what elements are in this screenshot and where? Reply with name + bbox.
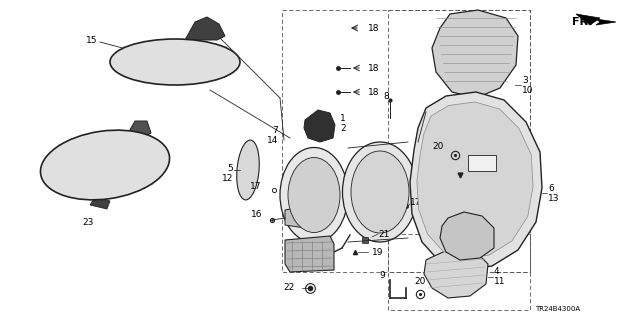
Polygon shape xyxy=(90,197,110,209)
Ellipse shape xyxy=(351,151,409,233)
Ellipse shape xyxy=(288,157,340,233)
Polygon shape xyxy=(424,248,488,298)
Text: 8: 8 xyxy=(383,92,389,100)
Text: 9: 9 xyxy=(379,270,385,279)
Polygon shape xyxy=(432,10,518,98)
Text: 3: 3 xyxy=(522,76,528,84)
Text: 17: 17 xyxy=(250,181,262,190)
Text: 4: 4 xyxy=(494,268,500,276)
Text: FR.: FR. xyxy=(572,17,592,27)
Text: 15: 15 xyxy=(86,36,98,44)
Text: 20: 20 xyxy=(433,141,444,150)
Text: 12: 12 xyxy=(221,173,233,182)
Ellipse shape xyxy=(110,39,240,85)
Polygon shape xyxy=(285,206,314,228)
Text: 17: 17 xyxy=(410,197,422,206)
Polygon shape xyxy=(417,102,533,259)
Text: 16: 16 xyxy=(250,210,262,219)
Text: 23: 23 xyxy=(83,218,93,227)
Text: 2: 2 xyxy=(340,124,346,132)
Text: 18: 18 xyxy=(368,23,380,33)
Polygon shape xyxy=(304,110,335,142)
Polygon shape xyxy=(576,14,600,25)
Polygon shape xyxy=(185,17,225,40)
Ellipse shape xyxy=(342,142,417,242)
Polygon shape xyxy=(285,236,334,272)
Text: 18: 18 xyxy=(368,87,380,97)
Text: 10: 10 xyxy=(522,85,534,94)
Text: 19: 19 xyxy=(372,247,383,257)
Text: 6: 6 xyxy=(548,183,554,193)
Text: 14: 14 xyxy=(267,135,278,145)
Text: 21: 21 xyxy=(378,229,389,238)
Polygon shape xyxy=(127,121,151,139)
Text: 7: 7 xyxy=(272,125,278,134)
Text: 11: 11 xyxy=(494,277,506,286)
Text: 13: 13 xyxy=(548,194,559,203)
Text: 22: 22 xyxy=(284,284,295,292)
Text: 18: 18 xyxy=(368,63,380,73)
Ellipse shape xyxy=(280,148,348,243)
Polygon shape xyxy=(410,92,542,270)
Polygon shape xyxy=(596,19,616,25)
Polygon shape xyxy=(440,212,494,260)
Ellipse shape xyxy=(40,130,170,200)
Text: 20: 20 xyxy=(414,277,426,286)
Text: 1: 1 xyxy=(340,114,346,123)
Text: TR24B4300A: TR24B4300A xyxy=(535,306,580,312)
Text: 5: 5 xyxy=(227,164,233,172)
Bar xyxy=(468,155,496,171)
Ellipse shape xyxy=(237,140,259,200)
Text: 19: 19 xyxy=(470,164,481,172)
